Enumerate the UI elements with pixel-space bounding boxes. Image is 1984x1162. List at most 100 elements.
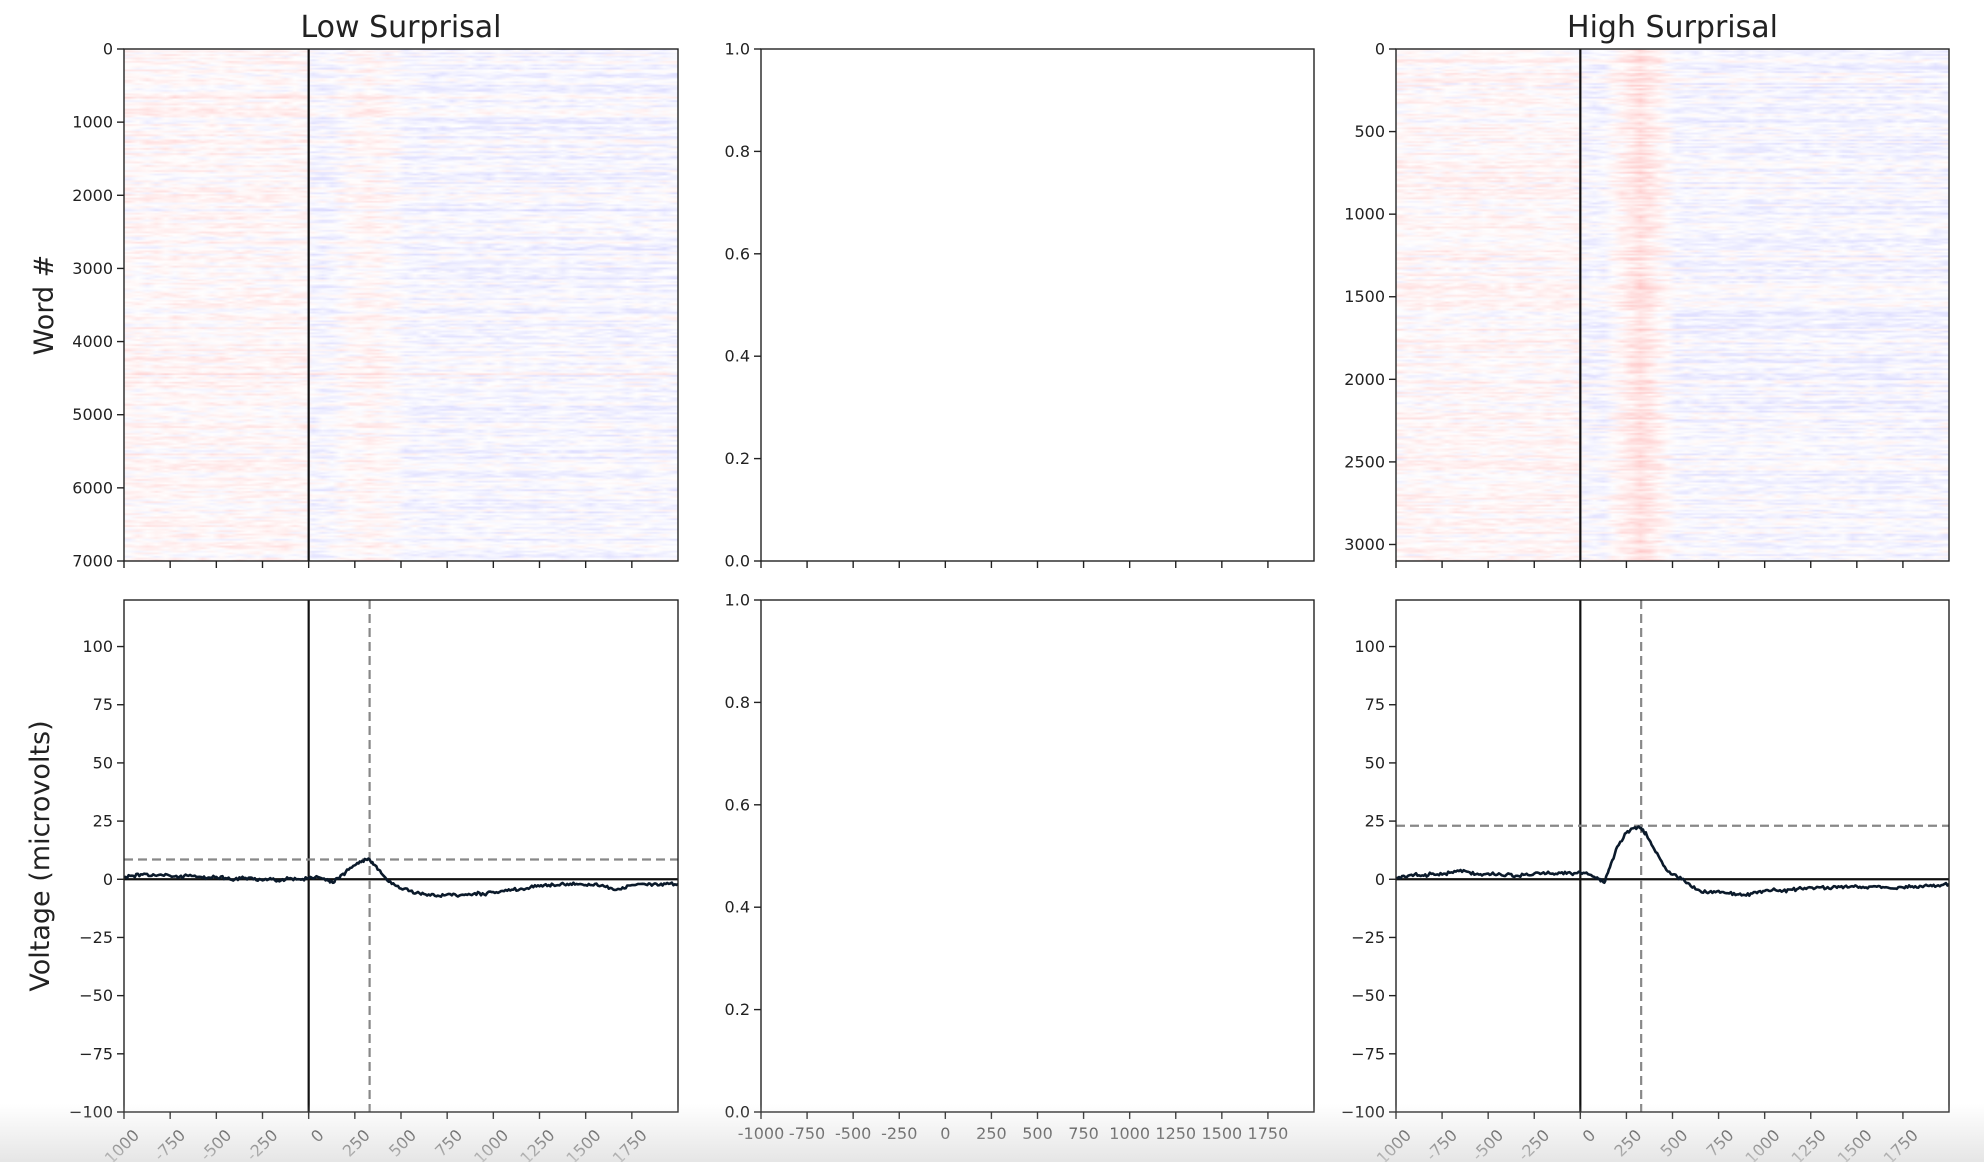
y-tick-label: 0 <box>1375 870 1385 889</box>
heatmap-image <box>1396 49 1949 561</box>
x-tick-label: -500 <box>1468 1126 1507 1162</box>
y-axis-label: Voltage (microvolts) <box>25 720 56 991</box>
x-tick-label: -1000 <box>738 1124 785 1143</box>
y-tick-label: 2000 <box>72 186 113 205</box>
heatmap-image <box>124 49 678 561</box>
y-tick-label: 0.6 <box>725 244 750 263</box>
y-tick-label: 2000 <box>1344 370 1385 389</box>
x-tick-label: 750 <box>1703 1126 1738 1161</box>
y-tick-label: 25 <box>93 812 113 831</box>
x-tick-label: 1500 <box>1201 1124 1242 1143</box>
x-tick-label: 250 <box>976 1124 1007 1143</box>
panel-bottom-left: −100 −75 −50 −25 0 25 50 75 100 -1000 -750 -500 -250… <box>25 599 679 1162</box>
x-axis <box>123 561 633 568</box>
panel-bottom-right: −100 −75 −50 −25 0 25 50 75 100 -1000 -750 -500 -250… <box>1341 599 1950 1162</box>
y-tick-label: −100 <box>69 1103 113 1122</box>
y-tick-label: 2500 <box>1344 452 1385 471</box>
x-tick-label: 500 <box>385 1126 420 1161</box>
y-tick-label: 3000 <box>1344 535 1385 554</box>
y-tick-label: 0 <box>103 40 113 59</box>
x-tick-label: -250 <box>1514 1126 1553 1162</box>
x-axis: -1000 -750 -500 -250 0 250 500 750 1000 1250 1500 1… <box>738 1112 1289 1143</box>
y-tick-label: 7000 <box>72 552 113 571</box>
y-tick-label: 0.4 <box>725 898 750 917</box>
y-tick-label: 50 <box>93 753 113 772</box>
y-tick-label: 0 <box>103 870 113 889</box>
y-tick-label: 5000 <box>72 405 113 424</box>
y-tick-label: 1.0 <box>725 591 750 610</box>
y-axis: 0.0 0.2 0.4 0.6 0.8 1.0 <box>725 591 761 1122</box>
erp-series-line <box>1396 825 1949 897</box>
x-tick-label: 500 <box>1022 1124 1053 1143</box>
axes-frame <box>1395 599 1950 1113</box>
x-tick-label: 250 <box>339 1126 374 1161</box>
chart-title: High Surprisal <box>1567 10 1778 45</box>
y-tick-label: 0 <box>1375 40 1385 59</box>
x-tick-label: -750 <box>150 1126 189 1162</box>
x-axis: -1000 -750 -500 -250 0 250 500 750 1000 1250 1500 1… <box>1369 1112 1922 1162</box>
y-tick-label: 500 <box>1354 122 1385 141</box>
axes-frame <box>760 599 1315 1113</box>
x-tick-label: 1000 <box>1741 1126 1783 1162</box>
x-tick-label: -500 <box>835 1124 871 1143</box>
y-tick-label: 1000 <box>1344 205 1385 224</box>
x-tick-label: 1500 <box>1834 1126 1876 1162</box>
x-tick-label: 750 <box>431 1126 466 1161</box>
x-tick-label: 1750 <box>609 1126 651 1162</box>
y-tick-label: 100 <box>82 637 113 656</box>
x-tick-label: -750 <box>1422 1126 1461 1162</box>
x-tick-label: -500 <box>196 1126 235 1162</box>
y-tick-label: 6000 <box>72 478 113 497</box>
y-tick-label: −50 <box>1351 986 1385 1005</box>
y-tick-label: 0.6 <box>725 795 750 814</box>
y-tick-label: −50 <box>79 986 113 1005</box>
panel-top-left: 0 1000 2000 3000 4000 5000 6000 7000 Low Surpris… <box>29 10 679 571</box>
x-tick-label: 0 <box>1579 1126 1600 1147</box>
x-tick-label: 0 <box>307 1126 328 1147</box>
y-tick-label: 0.8 <box>725 142 750 161</box>
y-tick-label: 1500 <box>1344 287 1385 306</box>
y-tick-label: 4000 <box>72 332 113 351</box>
x-tick-label: 1750 <box>1248 1124 1289 1143</box>
y-tick-label: 3000 <box>72 259 113 278</box>
panel-top-middle: 0.0 0.2 0.4 0.6 0.8 1.0 <box>725 40 1315 571</box>
x-axis <box>760 561 1269 568</box>
y-axis-label: Word # <box>29 255 60 356</box>
y-tick-label: −100 <box>1341 1103 1385 1122</box>
x-axis <box>1395 561 1904 568</box>
panel-top-right: 0 500 1000 1500 2000 2500 3000 High Surprisal <box>1344 10 1950 568</box>
y-tick-label: 25 <box>1365 812 1385 831</box>
erp-series-line <box>124 857 678 898</box>
x-tick-label: 1000 <box>1109 1124 1150 1143</box>
x-tick-label: 1000 <box>470 1126 512 1162</box>
y-axis: −100 −75 −50 −25 0 25 50 75 100 <box>1341 637 1396 1122</box>
y-tick-label: 75 <box>1365 695 1385 714</box>
y-tick-label: 1000 <box>72 113 113 132</box>
y-axis: 0 500 1000 1500 2000 2500 3000 <box>1344 40 1396 554</box>
y-tick-label: 0.4 <box>725 347 750 366</box>
y-tick-label: 75 <box>93 695 113 714</box>
y-tick-label: 0.2 <box>725 449 750 468</box>
plot-area <box>1396 600 1949 1112</box>
y-tick-label: 0.8 <box>725 693 750 712</box>
x-tick-label: 1250 <box>1155 1124 1196 1143</box>
y-tick-label: 0.2 <box>725 1000 750 1019</box>
y-axis: 0 1000 2000 3000 4000 5000 6000 7000 <box>72 40 124 571</box>
y-tick-label: −75 <box>79 1044 113 1063</box>
x-tick-label: 1500 <box>562 1126 604 1162</box>
x-tick-label: 1250 <box>1788 1126 1830 1162</box>
y-tick-label: 1.0 <box>725 40 750 59</box>
y-axis: 0.0 0.2 0.4 0.6 0.8 1.0 <box>725 40 761 571</box>
x-tick-label: 0 <box>940 1124 950 1143</box>
y-tick-label: 100 <box>1354 637 1385 656</box>
x-tick-label: 750 <box>1068 1124 1099 1143</box>
plot-area <box>124 600 678 1112</box>
x-tick-label: -750 <box>789 1124 825 1143</box>
chart-title: Low Surprisal <box>300 10 501 45</box>
x-axis: -1000 -750 -500 -250 0 250 500 750 1000 1250 1500 1… <box>97 1112 651 1162</box>
y-axis: −100 −75 −50 −25 0 25 50 75 100 <box>69 637 124 1122</box>
y-tick-label: 0.0 <box>725 1103 750 1122</box>
y-tick-label: −25 <box>1351 928 1385 947</box>
y-tick-label: 0.0 <box>725 552 750 571</box>
